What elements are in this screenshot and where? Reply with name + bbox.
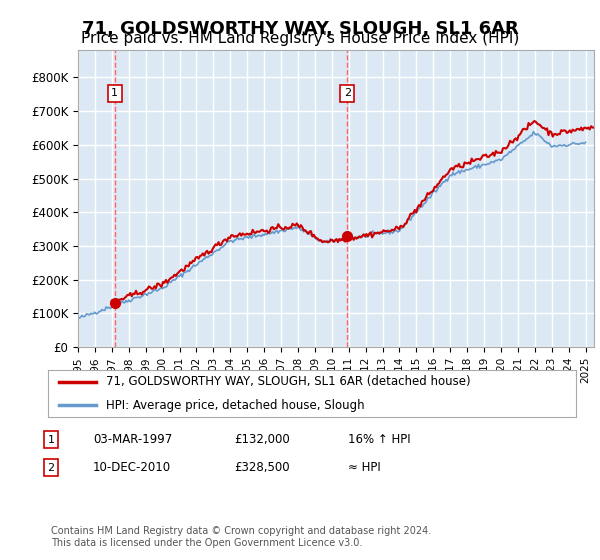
Text: £132,000: £132,000 [234, 433, 290, 446]
Text: 71, GOLDSWORTHY WAY, SLOUGH, SL1 6AR: 71, GOLDSWORTHY WAY, SLOUGH, SL1 6AR [82, 20, 518, 38]
Text: Contains HM Land Registry data © Crown copyright and database right 2024.
This d: Contains HM Land Registry data © Crown c… [51, 526, 431, 548]
Text: 2: 2 [47, 463, 55, 473]
Text: 71, GOLDSWORTHY WAY, SLOUGH, SL1 6AR (detached house): 71, GOLDSWORTHY WAY, SLOUGH, SL1 6AR (de… [106, 375, 471, 388]
Text: Price paid vs. HM Land Registry's House Price Index (HPI): Price paid vs. HM Land Registry's House … [81, 31, 519, 46]
Text: 10-DEC-2010: 10-DEC-2010 [93, 461, 171, 474]
Text: 16% ↑ HPI: 16% ↑ HPI [348, 433, 410, 446]
Text: 03-MAR-1997: 03-MAR-1997 [93, 433, 172, 446]
Text: £328,500: £328,500 [234, 461, 290, 474]
Text: HPI: Average price, detached house, Slough: HPI: Average price, detached house, Slou… [106, 399, 365, 412]
Text: ≈ HPI: ≈ HPI [348, 461, 381, 474]
Text: 1: 1 [111, 88, 118, 99]
Text: 1: 1 [47, 435, 55, 445]
Text: 2: 2 [344, 88, 351, 99]
